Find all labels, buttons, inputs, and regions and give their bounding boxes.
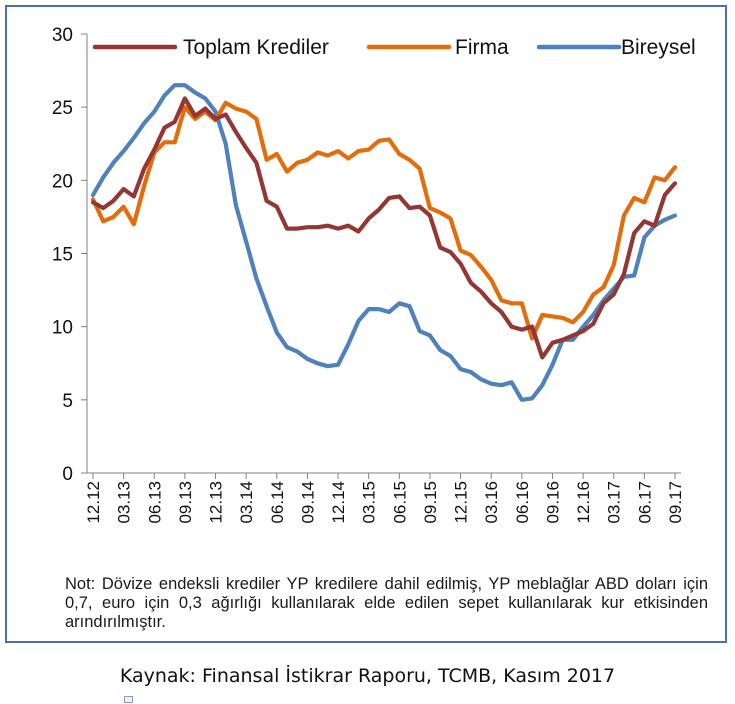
y-tick-label: 10 <box>52 318 73 339</box>
series-layer <box>90 83 678 402</box>
y-tick-label: 30 <box>52 25 73 46</box>
x-tick-label: 03.16 <box>482 481 501 524</box>
y-tick-label: 5 <box>62 391 73 412</box>
x-tick-label: 12.13 <box>207 481 226 524</box>
legend-label: Toplam Krediler <box>183 36 329 59</box>
x-tick-label: 09.16 <box>543 481 562 524</box>
series-line-firma <box>90 100 678 341</box>
x-tick-label: 03.14 <box>237 481 256 524</box>
x-tick-label: 06.17 <box>635 481 654 524</box>
source-caption: Kaynak: Finansal İstikrar Raporu, TCMB, … <box>119 665 616 687</box>
y-tick-label: 20 <box>52 171 73 192</box>
legend-label: Firma <box>455 36 509 59</box>
y-tick-label: 0 <box>62 464 73 485</box>
document-icon <box>124 696 133 703</box>
chart-frame: 0 5 10 15 20 25 30 12.12 03.13 06.13 09.13 12.13 03.… <box>5 5 727 643</box>
x-tick-label: 06.16 <box>513 481 532 524</box>
x-tick-label: 06.15 <box>390 481 409 524</box>
line-chart: 0 5 10 15 20 25 30 12.12 03.13 06.13 09.13 12.13 03.… <box>52 25 696 524</box>
series-line-bireysel <box>90 83 678 402</box>
x-tick-label: 12.12 <box>84 481 103 524</box>
y-tick-label: 15 <box>52 245 73 266</box>
y-tick-label: 25 <box>52 98 73 119</box>
x-tick-label: 06.13 <box>145 481 164 524</box>
axes: 0 5 10 15 20 25 30 12.12 03.13 06.13 09.13 12.13 03.… <box>52 25 685 524</box>
chart-note: Not: Dövize endeksli krediler YP kredile… <box>65 575 708 631</box>
legend: Toplam Krediler Firma Bireysel <box>92 36 696 59</box>
x-tick-label: 12.16 <box>574 481 593 524</box>
x-tick-label: 12.14 <box>329 481 348 524</box>
x-tick-label: 03.13 <box>115 481 134 524</box>
x-tick-label: 03.15 <box>360 481 379 524</box>
series-line-toplam-krediler <box>90 96 678 360</box>
x-tick-label: 09.15 <box>421 481 440 524</box>
x-tick-label: 03.17 <box>605 481 624 524</box>
x-tick-label: 09.13 <box>176 481 195 524</box>
x-tick-label: 09.14 <box>298 481 317 524</box>
x-tick-label: 09.17 <box>666 481 685 524</box>
x-tick-label: 06.14 <box>268 481 287 524</box>
x-tick-label: 12.15 <box>452 481 471 524</box>
legend-label: Bireysel <box>621 36 696 59</box>
